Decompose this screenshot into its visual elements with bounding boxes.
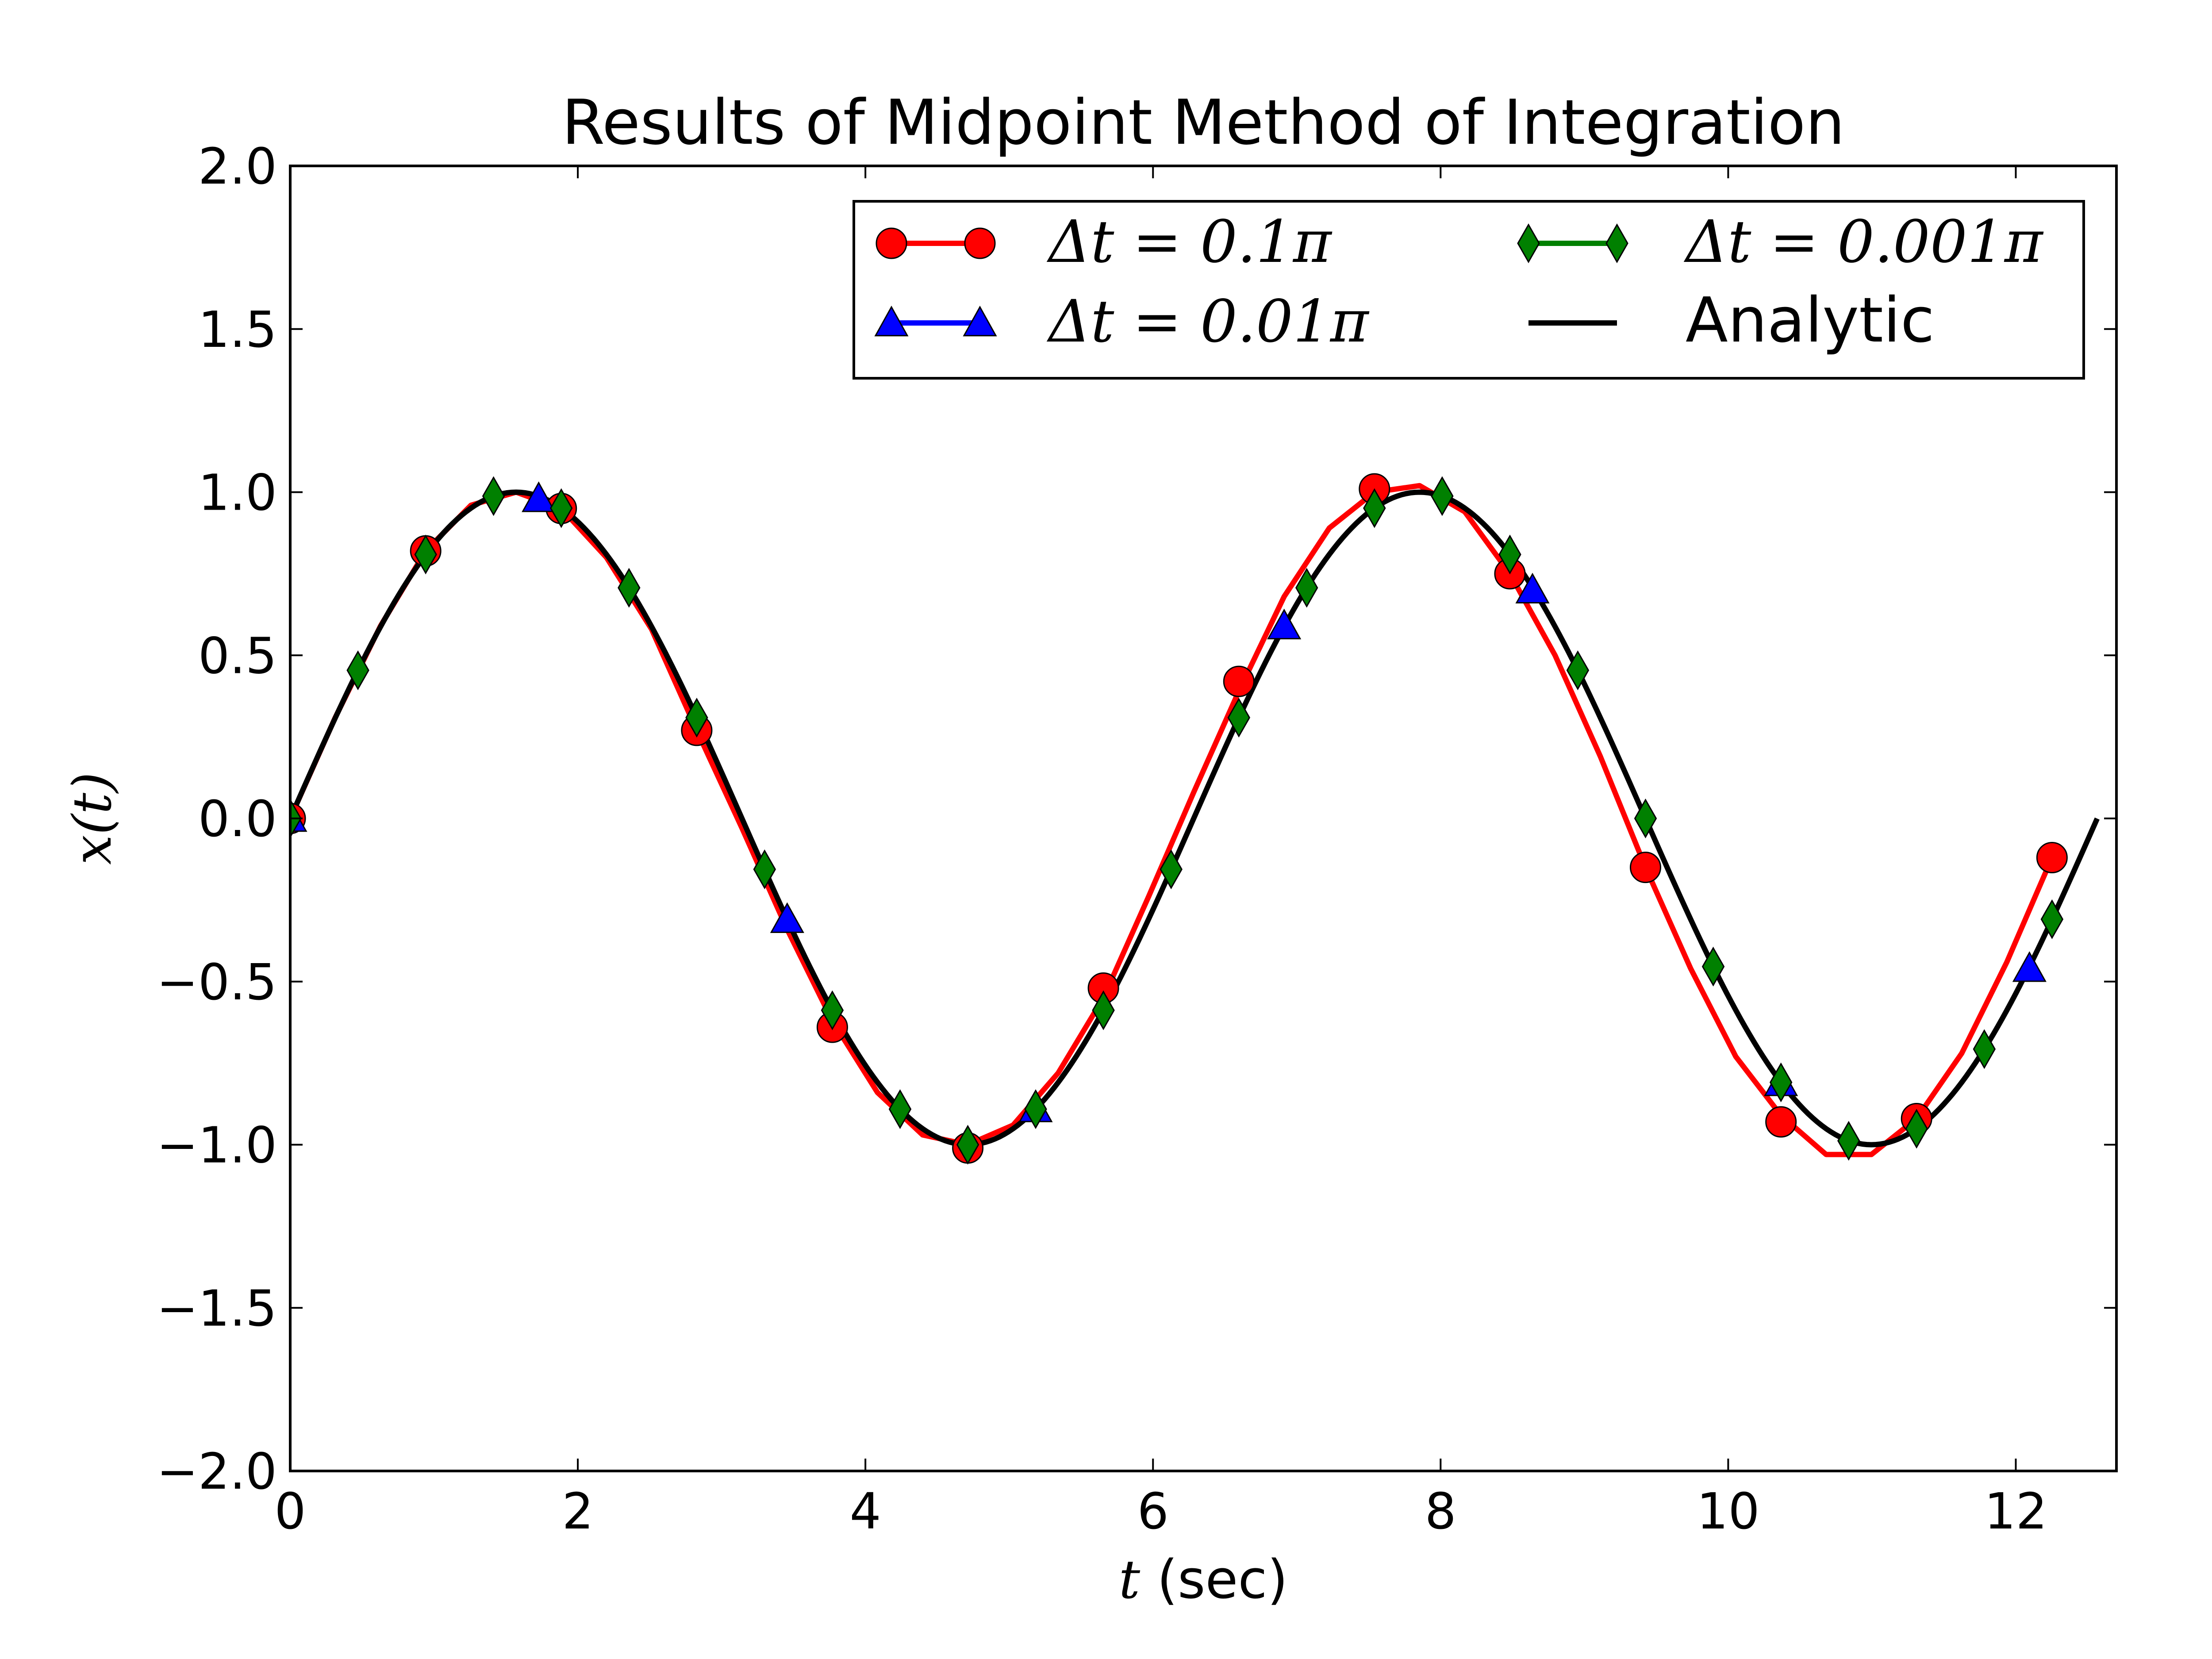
marker-t-0-001-21 [1701, 946, 1725, 987]
x-tick-label-2: 4 [850, 1483, 881, 1540]
marker-t-0-001-14 [1227, 698, 1251, 738]
marker-t-0-001-12 [1092, 990, 1115, 1030]
x-tick-label-0: 0 [274, 1483, 306, 1540]
legend-marker-t-0-1-start [876, 227, 907, 259]
legend-marker-t-0-01-end [963, 305, 997, 337]
marker-t-0-001-17 [1431, 476, 1454, 516]
marker-t-0-01-4 [1267, 608, 1302, 640]
marker-t-0-001-5 [618, 568, 641, 608]
marker-t-0-001-16 [1363, 488, 1386, 528]
marker-t-0-001-20 [1634, 798, 1657, 839]
y-axis-label: x(t) [62, 772, 123, 865]
y-tick-label-5: −0.5 [157, 954, 277, 1011]
marker-t-0-001-4 [549, 488, 573, 528]
x-tick-label-5: 10 [1697, 1483, 1760, 1540]
marker-t-0-1-7 [1223, 665, 1255, 697]
marker-t-0-001-24 [1905, 1109, 1928, 1149]
marker-t-0-01-2 [770, 902, 804, 933]
marker-t-0-001-2 [414, 534, 437, 575]
marker-t-0-01-5 [1515, 572, 1550, 604]
series-line-analytic [290, 489, 2100, 1148]
y-tick-label-3: 0.5 [198, 627, 277, 685]
y-tick-label-1: 1.5 [198, 301, 277, 359]
legend-marker-t-0-1-end [964, 227, 996, 259]
chart-title: Results of Midpoint Method of Integratio… [562, 87, 1845, 159]
marker-t-0-001-11 [1024, 1089, 1047, 1129]
y-tick-label-2: 1.0 [198, 465, 277, 522]
marker-t-0-001-3 [482, 476, 505, 516]
marker-t-0-1-11 [1765, 1106, 1797, 1138]
x-tick-label-3: 6 [1137, 1483, 1169, 1540]
marker-t-0-001-19 [1566, 650, 1590, 691]
marker-t-0-001-8 [821, 990, 844, 1030]
legend: Δt = 0.1π Δt = 0.001π Δt = 0.01π Analytic [853, 200, 2085, 380]
series-line-dt-0-1pi [290, 483, 2055, 1157]
legend-marker-t-0-001-end [1605, 223, 1628, 264]
y-tick-label-0: 2.0 [198, 138, 277, 196]
x-axis-label: t (sec) [1119, 1549, 1288, 1611]
marker-t-0-1-13 [2036, 842, 2068, 873]
legend-label-analytic: Analytic [1686, 284, 1935, 357]
legend-label-t-0-001: Δt = 0.001π [1683, 208, 2044, 276]
marker-t-0-001-23 [1837, 1121, 1860, 1161]
marker-t-0-1-10 [1629, 852, 1661, 883]
marker-t-0-001-1 [346, 650, 369, 691]
marker-t-0-001-9 [888, 1089, 912, 1129]
marker-t-0-001-15 [1295, 568, 1318, 608]
marker-t-0-001-6 [685, 698, 708, 738]
x-tick-label-1: 2 [562, 1483, 593, 1540]
marker-t-0-01-1 [522, 481, 556, 512]
y-tick-label-7: −1.5 [157, 1280, 277, 1337]
y-tick-label-8: −2.0 [157, 1443, 277, 1501]
marker-t-0-001-7 [753, 849, 776, 890]
legend-label-t-0-1: Δt = 0.1π [1046, 208, 1333, 276]
marker-t-0-001-13 [1160, 849, 1183, 890]
legend-label-t-0-01: Δt = 0.01π [1046, 288, 1370, 356]
legend-marker-t-0-01-start [874, 305, 909, 337]
marker-t-0-001-22 [1769, 1062, 1793, 1102]
y-tick-label-4: 0.0 [198, 791, 277, 848]
marker-t-0-001-25 [1973, 1029, 1996, 1069]
marker-t-0-001-18 [1498, 534, 1521, 575]
x-tick-label-4: 8 [1425, 1483, 1456, 1540]
y-tick-label-6: −1.0 [157, 1117, 277, 1175]
marker-t-0-01-7 [2012, 951, 2047, 982]
legend-marker-t-0-001-start [1517, 223, 1540, 264]
x-tick-label-6: 12 [1984, 1483, 2047, 1540]
marker-t-0-001-10 [956, 1125, 979, 1165]
marker-t-0-001-26 [2040, 899, 2064, 939]
